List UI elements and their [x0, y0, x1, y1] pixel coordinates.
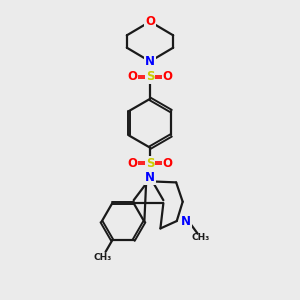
- Text: N: N: [145, 171, 155, 184]
- Text: O: O: [145, 15, 155, 28]
- Text: O: O: [127, 70, 137, 83]
- Text: O: O: [163, 70, 173, 83]
- Text: CH₃: CH₃: [93, 253, 111, 262]
- Text: N: N: [145, 55, 155, 68]
- Text: S: S: [146, 157, 154, 169]
- Text: S: S: [146, 70, 154, 83]
- Text: CH₃: CH₃: [191, 233, 210, 242]
- Text: O: O: [163, 157, 173, 169]
- Text: N: N: [181, 214, 191, 227]
- Text: O: O: [127, 157, 137, 169]
